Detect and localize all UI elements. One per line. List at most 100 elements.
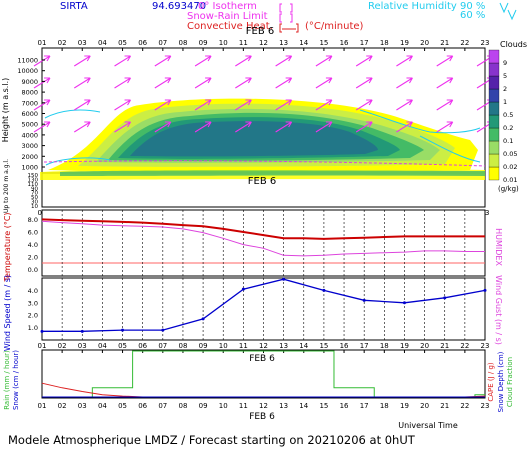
wind-arrow xyxy=(33,121,51,133)
wind-arrow xyxy=(73,99,91,111)
temperature-y-tick-label: 2.0 xyxy=(28,254,38,262)
wind-arrow xyxy=(154,77,172,89)
cloud-x-tick-label: 15 xyxy=(319,39,328,47)
cloud-y-tick-label: 10000 xyxy=(17,67,38,75)
cape-ylabel: CAPE (J / g) xyxy=(487,362,495,402)
wind-arrow xyxy=(235,99,252,111)
site-coordinates: 94.693470 xyxy=(152,1,206,12)
isotherm-legend-symbol xyxy=(279,3,293,13)
wind-ylabel: Wind Speed (m / s) xyxy=(3,275,12,351)
precip-x-tick-label: 05 xyxy=(118,402,127,410)
precip-x-tick-label: 08 xyxy=(178,402,187,410)
wind-arrow xyxy=(275,55,293,67)
wind-x-tick-label: 11 xyxy=(239,342,248,350)
wind-arrow xyxy=(194,121,212,133)
wind-arrow xyxy=(154,55,172,67)
cloud-legend-swatch xyxy=(488,140,500,155)
wind-x-ticks: 01 02 03 04 05 06 07 08 09 10 11 12 13 14 15 16 17 18 19 20… xyxy=(38,342,490,350)
wind-arrow xyxy=(194,55,212,67)
wind-arrow xyxy=(194,77,212,89)
forecast-title: Modele Atmospherique LMDZ / Forecast sta… xyxy=(8,433,416,447)
cloud-body xyxy=(40,98,486,180)
cloud-legend: Clouds (g/kg) 0.01 0.02 0.05 0.1 0.2 0.5 1 2 5 9 xyxy=(488,40,527,193)
rh-90-label: 90 % xyxy=(460,1,485,12)
cloud-y-tick-label-low: 70 xyxy=(31,191,38,197)
cloud-x-tick-label: 14 xyxy=(299,39,308,47)
wind-arrow xyxy=(114,99,132,111)
wind-arrow xyxy=(436,55,454,67)
cloud-x-tick-label: 23 xyxy=(481,39,490,47)
cloud-legend-label: 2 xyxy=(503,85,507,93)
wind-x-tick-label: 16 xyxy=(340,342,349,350)
wind-speed-point xyxy=(282,277,286,281)
precip-x-tick-label: 02 xyxy=(58,402,67,410)
cloud-legend-label: 5 xyxy=(503,72,507,80)
cloud-legend-label: 0.05 xyxy=(503,150,517,158)
wind-x-tick-label: 17 xyxy=(360,342,369,350)
wind-arrow xyxy=(315,99,333,111)
wind-x-tick-label: 07 xyxy=(158,342,167,350)
cloud-ylabel: Height (m a.s.l.) xyxy=(1,78,10,143)
cloud-y-tick-label-low: 30 xyxy=(31,200,38,206)
wind-speed-line xyxy=(42,278,486,332)
wind-y-tick-label: 3.0 xyxy=(28,299,38,307)
wind-arrow xyxy=(396,121,413,133)
wind-x-tick-label: 15 xyxy=(319,342,328,350)
wind-x-tick-label: 23 xyxy=(481,342,490,350)
cloud-legend-label: 9 xyxy=(503,59,507,67)
cloud-y-tick-label: 9000 xyxy=(21,78,38,86)
cloud-x-tick-label: 03 xyxy=(78,39,87,47)
cloud-x-tick-label: 19 xyxy=(400,39,409,47)
precip-x-tick-label: 12 xyxy=(259,402,268,410)
legend-isotherm-label: 0° Isotherm xyxy=(198,1,257,12)
wind-speed-point xyxy=(161,328,165,332)
temperature-y-tick-label: 8.0 xyxy=(28,216,38,224)
precip-x-tick-label: 09 xyxy=(199,402,208,410)
cloud-y-tick-label: 11000 xyxy=(17,57,38,65)
temperature-y-tick-label: 4.0 xyxy=(28,241,38,249)
wind-x-tick-label: 14 xyxy=(299,342,308,350)
wind-x-tick-label: 05 xyxy=(118,342,127,350)
cloud-x-tick-label: 16 xyxy=(340,39,349,47)
cloud-legend-unit: (g/kg) xyxy=(498,185,519,193)
cloud-low-layer-dense xyxy=(60,170,485,176)
site-name: SIRTA xyxy=(60,1,88,12)
rh-60-label: 60 % xyxy=(460,10,485,21)
wind-speed-point xyxy=(40,329,44,333)
precip-date-label: FEB 6 xyxy=(249,354,275,364)
wind-arrow xyxy=(114,77,132,89)
wind-x-tick-label: 20 xyxy=(420,342,429,350)
cloud-legend-label: 0.1 xyxy=(503,137,513,145)
temperature-panel: 0.0 2.0 4.0 6.0 8.0 Temperature (°C) HUMIDEX xyxy=(3,209,503,283)
legend-convective-label: Convective Heat. xyxy=(187,21,273,32)
cloud-fraction-ylabel: Cloud Fraction xyxy=(506,357,514,407)
cloud-y-tick-label-low: 110 xyxy=(28,182,39,188)
temperature-line xyxy=(41,218,485,240)
cloud-y-tick-label: 2000 xyxy=(21,153,38,161)
cloud-date-label: FEB 6 xyxy=(246,26,274,37)
wind-arrow xyxy=(33,99,51,111)
precip-x-tick-label: 10 xyxy=(219,402,228,410)
precip-date-label-bottom: FEB 6 xyxy=(249,412,275,422)
precip-x-tick-label: 16 xyxy=(340,402,349,410)
wind-y-tick-label: 1.0 xyxy=(28,324,38,332)
wind-speed-point xyxy=(443,296,447,300)
temperature-y-tick-label: 0.0 xyxy=(28,266,38,274)
cloud-x-tick-label: 06 xyxy=(138,39,147,47)
wind-speed-point xyxy=(483,288,487,292)
cloud-legend-swatch xyxy=(488,62,500,77)
cloud-x-tick-label: 22 xyxy=(460,39,469,47)
wind-speed-point xyxy=(322,288,326,292)
precip-x-tick-label: 15 xyxy=(319,402,328,410)
temperature-grid xyxy=(61,210,466,276)
cloud-legend-title: Clouds xyxy=(500,40,527,49)
cloud-y-tick-label: 8000 xyxy=(21,89,38,97)
wind-x-tick-label: 22 xyxy=(460,342,469,350)
wind-arrow xyxy=(235,55,252,67)
snow-rain-legend-symbol xyxy=(279,13,293,23)
cloud-panel: 0101020203030404050506060707080809091010… xyxy=(1,26,527,217)
cloud-y-tick-label: 4000 xyxy=(21,131,38,139)
wind-arrow xyxy=(355,77,373,89)
wind-y-tick-label: 4.0 xyxy=(28,287,38,295)
